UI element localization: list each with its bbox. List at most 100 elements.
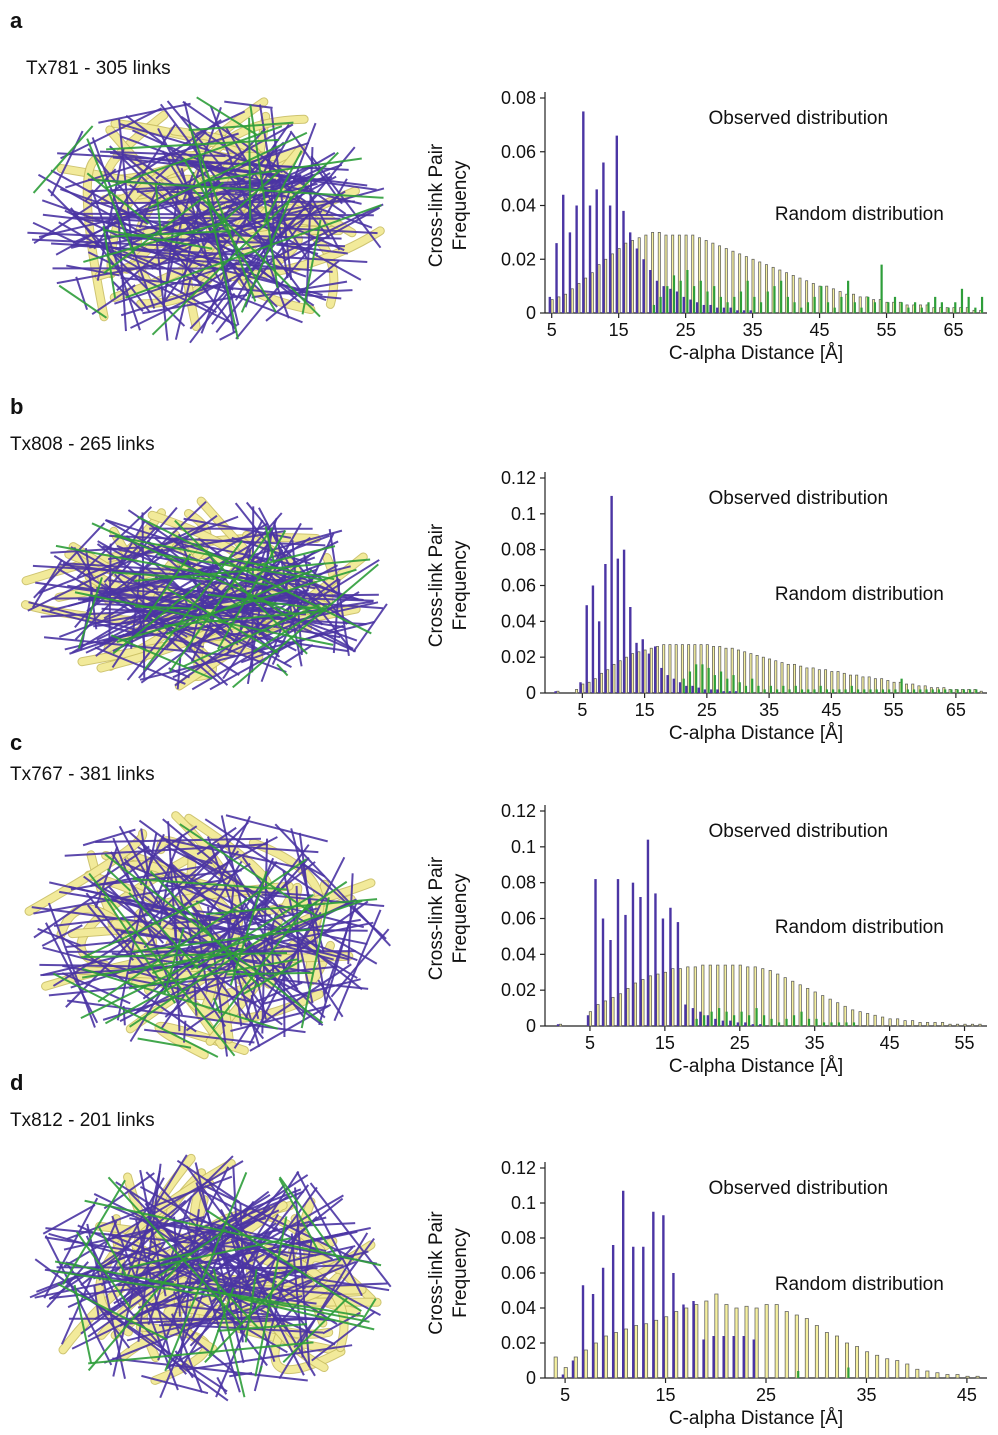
long-range-bar — [944, 689, 946, 693]
y-tick-label: 0 — [526, 1016, 536, 1036]
long-range-bar — [751, 679, 753, 693]
long-range-bar — [894, 297, 896, 313]
panel-letter: a — [10, 8, 22, 34]
x-tick-label: 15 — [609, 320, 629, 340]
long-range-bar — [925, 689, 927, 693]
long-range-bar — [726, 679, 728, 693]
long-range-bar — [748, 1015, 750, 1026]
random-bar — [795, 1315, 798, 1378]
random-bar — [649, 976, 651, 1026]
long-range-bar — [706, 292, 708, 314]
long-range-bar — [938, 689, 940, 693]
long-range-bar — [793, 302, 795, 313]
observed-bar — [575, 206, 577, 314]
random-bar — [672, 969, 674, 1026]
random-bar — [866, 1013, 868, 1026]
long-range-bar — [680, 281, 682, 313]
long-range-bar — [815, 1019, 817, 1026]
long-range-bar — [770, 1019, 772, 1026]
observed-bar — [589, 206, 591, 314]
observed-bar — [704, 689, 706, 693]
long-range-bar — [932, 689, 934, 693]
random-bar — [650, 648, 652, 693]
x-tick-label: 55 — [955, 1033, 975, 1053]
random-bar — [886, 1359, 889, 1378]
random-bar — [687, 967, 689, 1026]
observed-bar — [604, 564, 606, 693]
random-bar — [971, 1024, 973, 1026]
random-bar — [594, 1343, 597, 1378]
long-range-bar — [808, 1019, 810, 1026]
observed-bar — [703, 305, 705, 313]
random-bar — [694, 967, 696, 1026]
long-range-bar — [867, 297, 869, 313]
cross-link-line — [83, 830, 135, 846]
protein-structure-illustration — [8, 490, 408, 700]
observed-bar — [698, 688, 700, 693]
observed-bar — [598, 621, 600, 693]
long-range-link-line — [249, 118, 250, 221]
long-range-bar — [732, 675, 734, 693]
random-bar — [679, 969, 681, 1026]
random-bar — [946, 1375, 949, 1379]
observed-bar — [699, 1012, 701, 1026]
x-tick-label: 35 — [805, 1033, 825, 1053]
long-range-bar — [807, 689, 809, 693]
observed-bar — [702, 1340, 704, 1379]
long-range-bar — [881, 265, 883, 313]
y-tick-label: 0.06 — [501, 142, 536, 162]
random-bar — [551, 300, 553, 313]
long-range-bar — [907, 308, 909, 313]
y-tick-label: 0.08 — [501, 540, 536, 560]
long-range-bar — [713, 286, 715, 313]
panel-title: Tx808 - 265 links — [10, 434, 155, 456]
observed-bar — [642, 639, 644, 693]
long-range-bar — [753, 297, 755, 313]
y-tick-label: 0.12 — [501, 468, 536, 488]
observed-bar — [549, 297, 551, 313]
long-range-bar — [913, 689, 915, 693]
long-range-bar — [901, 679, 903, 693]
long-range-bar — [801, 689, 803, 693]
y-tick-label: 0.02 — [501, 249, 536, 269]
random-bar — [657, 974, 659, 1026]
long-range-bar — [907, 689, 909, 693]
long-range-bar — [660, 297, 662, 313]
random-bar — [664, 972, 666, 1026]
panel-letter: b — [10, 394, 23, 420]
random-bar — [806, 668, 808, 693]
observed-bar — [639, 897, 641, 1026]
random-bar — [919, 1022, 921, 1026]
long-range-bar — [776, 689, 778, 693]
random-bar — [765, 1305, 768, 1379]
random-bar — [821, 996, 823, 1026]
random-bar — [777, 974, 779, 1026]
random-bar — [564, 294, 566, 313]
long-range-bar — [844, 689, 846, 693]
random-bar — [655, 1320, 658, 1378]
observed-bar — [612, 1245, 614, 1378]
observed-bar — [562, 1375, 564, 1379]
x-tick-label: 35 — [856, 1385, 876, 1405]
random-bar — [669, 645, 671, 693]
long-range-bar — [934, 297, 936, 313]
long-range-bar — [832, 689, 834, 693]
long-range-bar — [767, 292, 769, 314]
x-tick-label: 25 — [730, 1033, 750, 1053]
long-range-bar — [714, 675, 716, 693]
random-bar — [665, 1317, 668, 1378]
x-tick-label: 5 — [547, 320, 557, 340]
observed-bar — [692, 1301, 694, 1378]
random-bar — [631, 654, 633, 693]
random-bar — [638, 652, 640, 693]
random-bar — [787, 664, 789, 693]
long-range-bar — [882, 689, 884, 693]
observed-bar — [582, 1285, 584, 1378]
observed-bar — [662, 919, 664, 1027]
observed-bar — [602, 1268, 604, 1378]
y-tick-label: 0 — [526, 303, 536, 323]
random-bar — [956, 1024, 958, 1026]
random-bar — [604, 1336, 607, 1378]
